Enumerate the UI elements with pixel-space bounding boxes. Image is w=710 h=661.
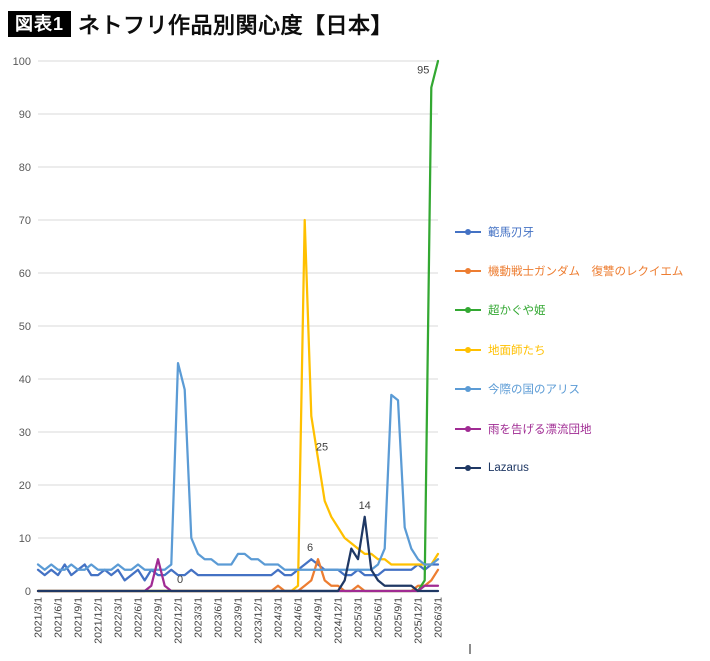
legend-item-2: 超かぐや姫 [455,291,683,330]
svg-text:95: 95 [417,65,429,77]
y-axis-labels: 0 10 20 30 40 50 60 70 80 90 100 [13,56,31,598]
legend-line-marker-icon [455,424,481,434]
svg-text:2022/12/1: 2022/12/1 [173,597,185,644]
svg-text:2023/9/1: 2023/9/1 [233,597,245,638]
chart-title: ネトフリ作品別関心度【日本】 [78,13,394,38]
svg-text:2024/9/1: 2024/9/1 [313,597,325,638]
legend-label: Lazarus [488,462,529,475]
svg-text:2023/12/1: 2023/12/1 [253,597,265,644]
svg-text:2023/3/1: 2023/3/1 [193,597,205,638]
legend-line-marker-icon [455,345,481,355]
legend-label: 雨を告げる漂流団地 [488,423,592,436]
figure-number-badge: 図表1 [8,11,72,37]
svg-text:2024/3/1: 2024/3/1 [273,597,285,638]
svg-text:2026/3/1: 2026/3/1 [433,597,445,638]
legend-label: 地面師たち [488,344,546,357]
legend-line-marker-icon [455,463,481,473]
svg-text:0: 0 [25,586,31,598]
svg-text:14: 14 [359,500,371,512]
legend-line-marker-icon [455,384,481,394]
gridlines [38,60,438,592]
x-axis-labels: 2021/3/1 2021/6/1 2021/9/1 2021/12/1 2022/3/… [33,597,445,644]
svg-text:30: 30 [19,427,31,439]
legend-label: 今際の国のアリス [488,384,580,397]
svg-text:2022/3/1: 2022/3/1 [113,597,125,638]
legend-label: 超かぐや姫 [488,305,546,318]
legend-line-marker-icon [455,305,481,315]
svg-text:80: 80 [19,162,31,174]
legend-item-0: 範馬刃牙 [455,212,683,251]
svg-text:2021/9/1: 2021/9/1 [73,597,85,638]
svg-text:40: 40 [19,374,31,386]
legend-label: 範馬刃牙 [488,226,534,239]
svg-text:2025/6/1: 2025/6/1 [373,597,385,638]
figure-title-row: 図表1 ネトフリ作品別関心度【日本】 [8,8,393,40]
svg-text:2022/6/1: 2022/6/1 [133,597,145,638]
data-labels: 95 0 25 6 14 [177,65,429,587]
svg-text:10: 10 [19,533,31,545]
svg-text:2021/3/1: 2021/3/1 [33,597,45,638]
svg-text:0: 0 [177,574,183,586]
cursor-artifact [469,644,471,654]
svg-text:50: 50 [19,321,31,333]
svg-text:70: 70 [19,215,31,227]
series-line-4 [36,361,440,571]
svg-text:2021/6/1: 2021/6/1 [53,597,65,638]
svg-text:2025/9/1: 2025/9/1 [393,597,405,638]
series-line-3 [36,218,440,593]
legend-item-5: 雨を告げる漂流団地 [455,409,683,448]
svg-text:20: 20 [19,480,31,492]
svg-text:60: 60 [19,268,31,280]
svg-text:2021/12/1: 2021/12/1 [93,597,105,644]
series-line-6 [36,515,440,593]
svg-text:25: 25 [316,442,328,454]
svg-text:100: 100 [13,56,31,68]
legend-line-marker-icon [455,266,481,276]
svg-text:2024/6/1: 2024/6/1 [293,597,305,638]
legend-item-3: 地面師たち [455,330,683,369]
legend-item-1: 機動戦士ガンダム 復讐のレクイエム [455,251,683,290]
svg-text:2023/6/1: 2023/6/1 [213,597,225,638]
series-lines [36,59,440,593]
svg-text:2025/3/1: 2025/3/1 [353,597,365,638]
legend-line-marker-icon [455,227,481,237]
legend-item-4: 今際の国のアリス [455,370,683,409]
chart-legend: 範馬刃牙機動戦士ガンダム 復讐のレクイエム 超かぐや姫地面師たち今際の国のアリス雨… [455,212,683,488]
svg-text:90: 90 [19,109,31,121]
svg-text:2024/12/1: 2024/12/1 [333,597,345,644]
legend-label: 機動戦士ガンダム 復讐のレクイエム [488,266,684,279]
svg-text:2025/12/1: 2025/12/1 [413,597,425,644]
svg-text:6: 6 [307,542,313,554]
svg-text:2022/9/1: 2022/9/1 [153,597,165,638]
legend-item-6: Lazarus [455,448,683,487]
